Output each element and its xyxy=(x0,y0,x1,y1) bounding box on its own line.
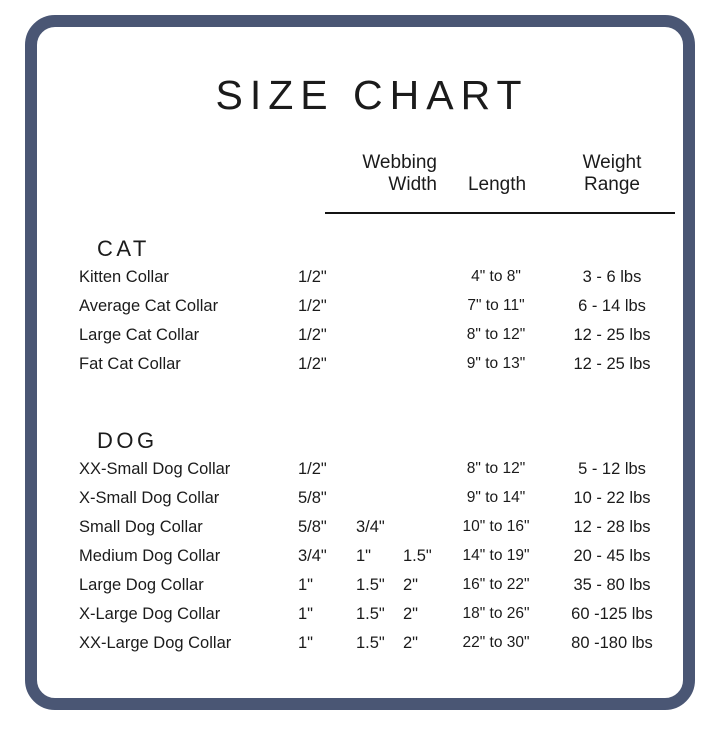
row-label: Fat Cat Collar xyxy=(79,355,181,373)
table-row: Large Cat Collar 1/2" 8" to 12" 12 - 25 … xyxy=(79,326,665,355)
webbing-width-3: 2" xyxy=(403,605,419,623)
length-value: 9" to 13" xyxy=(466,355,526,372)
row-label: Large Dog Collar xyxy=(79,576,204,594)
webbing-width-1: 1" xyxy=(298,576,314,594)
table-row: Large Dog Collar 1" 1.5" 2" 16" to 22" 3… xyxy=(79,576,665,605)
row-label: XX-Large Dog Collar xyxy=(79,634,232,652)
webbing-width-2: 1.5" xyxy=(356,576,385,594)
webbing-width-1: 3/4" xyxy=(298,547,327,565)
column-header-weight-range: Weight Range xyxy=(557,152,667,196)
weight-range-value: 12 - 28 lbs xyxy=(573,518,651,536)
webbing-width-1: 1/2" xyxy=(298,326,327,344)
webbing-width-1: 1/2" xyxy=(298,355,327,373)
section-rows-cat: Kitten Collar 1/2" 4" to 8" 3 - 6 lbs Av… xyxy=(79,268,665,384)
section-heading-cat: CAT xyxy=(97,236,150,261)
row-label: X-Small Dog Collar xyxy=(79,489,220,507)
webbing-width-2: 1" xyxy=(356,547,372,565)
weight-range-value: 6 - 14 lbs xyxy=(578,297,646,315)
column-header-weight-range-line1: Weight xyxy=(582,152,642,173)
table-row: X-Small Dog Collar 5/8" 9" to 14" 10 - 2… xyxy=(79,489,665,518)
webbing-width-1: 1/2" xyxy=(298,460,327,478)
length-value: 8" to 12" xyxy=(466,460,526,477)
header-divider-rule xyxy=(325,212,675,214)
webbing-width-2: 1.5" xyxy=(356,634,385,652)
table-row: XX-Small Dog Collar 1/2" 8" to 12" 5 - 1… xyxy=(79,460,665,489)
column-header-webbing-width-line1: Webbing xyxy=(362,152,437,173)
length-value: 10" to 16" xyxy=(462,518,530,535)
table-row: Average Cat Collar 1/2" 7" to 11" 6 - 14… xyxy=(79,297,665,326)
weight-range-value: 10 - 22 lbs xyxy=(573,489,651,507)
section-rows-dog: XX-Small Dog Collar 1/2" 8" to 12" 5 - 1… xyxy=(79,460,665,663)
table-row: XX-Large Dog Collar 1" 1.5" 2" 22" to 30… xyxy=(79,634,665,663)
table-header-row: Webbing Width Length Weight Range xyxy=(79,152,675,215)
webbing-width-3: 1.5" xyxy=(403,547,432,565)
webbing-width-1: 1" xyxy=(298,605,314,623)
length-value: 8" to 12" xyxy=(466,326,526,343)
weight-range-value: 60 -125 lbs xyxy=(571,605,653,623)
row-label: Small Dog Collar xyxy=(79,518,203,536)
length-value: 18" to 26" xyxy=(462,605,530,622)
weight-range-value: 80 -180 lbs xyxy=(571,634,653,652)
webbing-width-1: 5/8" xyxy=(298,489,327,507)
length-value: 16" to 22" xyxy=(462,576,530,593)
row-label: Large Cat Collar xyxy=(79,326,200,344)
webbing-width-1: 1" xyxy=(298,634,314,652)
column-header-weight-range-line2: Range xyxy=(584,174,640,195)
weight-range-value: 35 - 80 lbs xyxy=(573,576,651,594)
weight-range-value: 20 - 45 lbs xyxy=(573,547,651,565)
webbing-width-1: 5/8" xyxy=(298,518,327,536)
webbing-width-3: 2" xyxy=(403,634,419,652)
table-row: Small Dog Collar 5/8" 3/4" 10" to 16" 12… xyxy=(79,518,665,547)
length-value: 7" to 11" xyxy=(467,297,525,314)
table-row: Fat Cat Collar 1/2" 9" to 13" 12 - 25 lb… xyxy=(79,355,665,384)
webbing-width-2: 1.5" xyxy=(356,605,385,623)
webbing-width-3: 2" xyxy=(403,576,419,594)
weight-range-value: 3 - 6 lbs xyxy=(582,268,642,286)
table-row: Kitten Collar 1/2" 4" to 8" 3 - 6 lbs xyxy=(79,268,665,297)
row-label: Average Cat Collar xyxy=(79,297,219,315)
page-title: SIZE CHART xyxy=(215,72,529,118)
length-value: 14" to 19" xyxy=(462,547,530,564)
webbing-width-1: 1/2" xyxy=(298,268,327,286)
column-header-webbing-width: Webbing Width xyxy=(317,152,437,196)
section-heading-dog: DOG xyxy=(97,428,158,453)
row-label: X-Large Dog Collar xyxy=(79,605,221,623)
table-row: Medium Dog Collar 3/4" 1" 1.5" 14" to 19… xyxy=(79,547,665,576)
weight-range-value: 12 - 25 lbs xyxy=(573,355,651,373)
weight-range-value: 5 - 12 lbs xyxy=(578,460,646,478)
webbing-width-2: 3/4" xyxy=(356,518,385,536)
weight-range-value: 12 - 25 lbs xyxy=(573,326,651,344)
table-row: X-Large Dog Collar 1" 1.5" 2" 18" to 26"… xyxy=(79,605,665,634)
chart-frame-border: SIZE CHART Webbing Width Length Weight R… xyxy=(25,15,695,710)
row-label: XX-Small Dog Collar xyxy=(79,460,231,478)
length-value: 4" to 8" xyxy=(471,268,521,285)
size-chart-table: Webbing Width Length Weight Range CAT Ki… xyxy=(79,152,675,663)
webbing-width-1: 1/2" xyxy=(298,297,327,315)
row-label: Kitten Collar xyxy=(79,268,169,286)
length-value: 22" to 30" xyxy=(462,634,530,651)
column-header-webbing-width-line2: Width xyxy=(388,174,437,195)
length-value: 9" to 14" xyxy=(466,489,526,506)
column-header-length: Length xyxy=(467,174,527,195)
row-label: Medium Dog Collar xyxy=(79,547,221,565)
